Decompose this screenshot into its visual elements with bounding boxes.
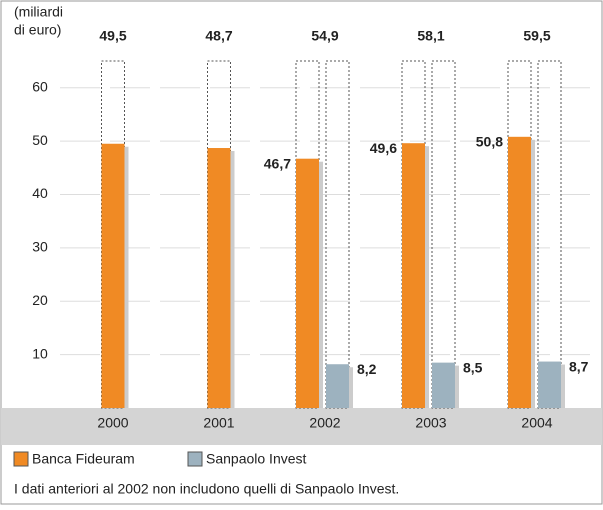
- value-label: 50,8: [476, 134, 503, 150]
- total-label: 49,5: [99, 28, 126, 44]
- bar: [101, 143, 125, 408]
- y-tick-label: 30: [32, 239, 48, 255]
- bar: [538, 361, 561, 408]
- legend-swatch: [187, 451, 203, 467]
- value-label: 46,7: [264, 155, 291, 171]
- bar: [326, 364, 349, 408]
- bar: [432, 362, 455, 408]
- total-label: 58,1: [417, 28, 444, 44]
- x-tick-label: 2000: [97, 415, 128, 431]
- value-label: 8,5: [463, 359, 483, 375]
- value-label: 49,6: [370, 140, 397, 156]
- note: I dati anteriori al 2002 non includono q…: [14, 481, 399, 497]
- x-tick-label: 2001: [203, 415, 234, 431]
- legend-swatch: [13, 451, 29, 467]
- total-label: 48,7: [205, 28, 232, 44]
- x-tick-label: 2004: [521, 415, 552, 431]
- y-label: (miliardi: [14, 4, 63, 20]
- y-tick-label: 20: [32, 292, 48, 308]
- y-tick-label: 50: [32, 132, 48, 148]
- y-tick-label: 60: [32, 78, 48, 94]
- bar: [296, 158, 319, 408]
- bar: [508, 136, 531, 408]
- bar: [207, 148, 231, 409]
- total-label: 59,5: [523, 28, 550, 44]
- value-label: 8,7: [569, 358, 589, 374]
- legend-label: Banca Fideuram: [32, 451, 135, 467]
- total-label: 54,9: [311, 28, 338, 44]
- value-label: 8,2: [357, 361, 377, 377]
- legend-label: Sanpaolo Invest: [206, 451, 307, 467]
- bar: [402, 143, 425, 408]
- x-tick-label: 2002: [309, 415, 340, 431]
- y-tick-label: 40: [32, 185, 48, 201]
- x-tick-label: 2003: [415, 415, 446, 431]
- y-label: di euro): [14, 22, 61, 38]
- axis-band: [1, 408, 602, 445]
- y-tick-label: 10: [32, 345, 48, 361]
